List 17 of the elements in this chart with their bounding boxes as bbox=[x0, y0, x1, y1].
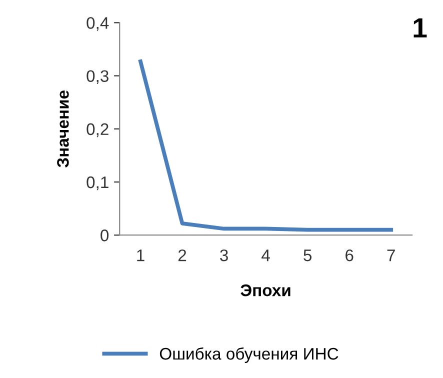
x-axis-title: Эпохи bbox=[240, 284, 290, 296]
y-tick-label: 0,2 bbox=[86, 123, 108, 138]
y-tick-label: 0,3 bbox=[86, 70, 108, 84]
y-axis-title: Значение bbox=[57, 90, 69, 168]
x-tick-label: 7 bbox=[387, 250, 395, 262]
x-tick-label: 2 bbox=[178, 249, 186, 262]
y-tick-label: 0,4 bbox=[86, 17, 109, 31]
x-tick-label: 6 bbox=[346, 249, 354, 262]
y-tick-label: 0,1 bbox=[86, 176, 108, 190]
x-tick-label: 1 bbox=[137, 250, 144, 262]
text: 1 bbox=[414, 18, 427, 38]
y-tick-label: 0 bbox=[100, 230, 109, 242]
legend-label: Ошибка обучения ИНС bbox=[160, 347, 338, 363]
line-series bbox=[138, 60, 394, 232]
x-tick-label: 3 bbox=[220, 249, 228, 262]
x-tick-label: 5 bbox=[304, 250, 312, 262]
x-tick-label: 4 bbox=[262, 250, 270, 262]
